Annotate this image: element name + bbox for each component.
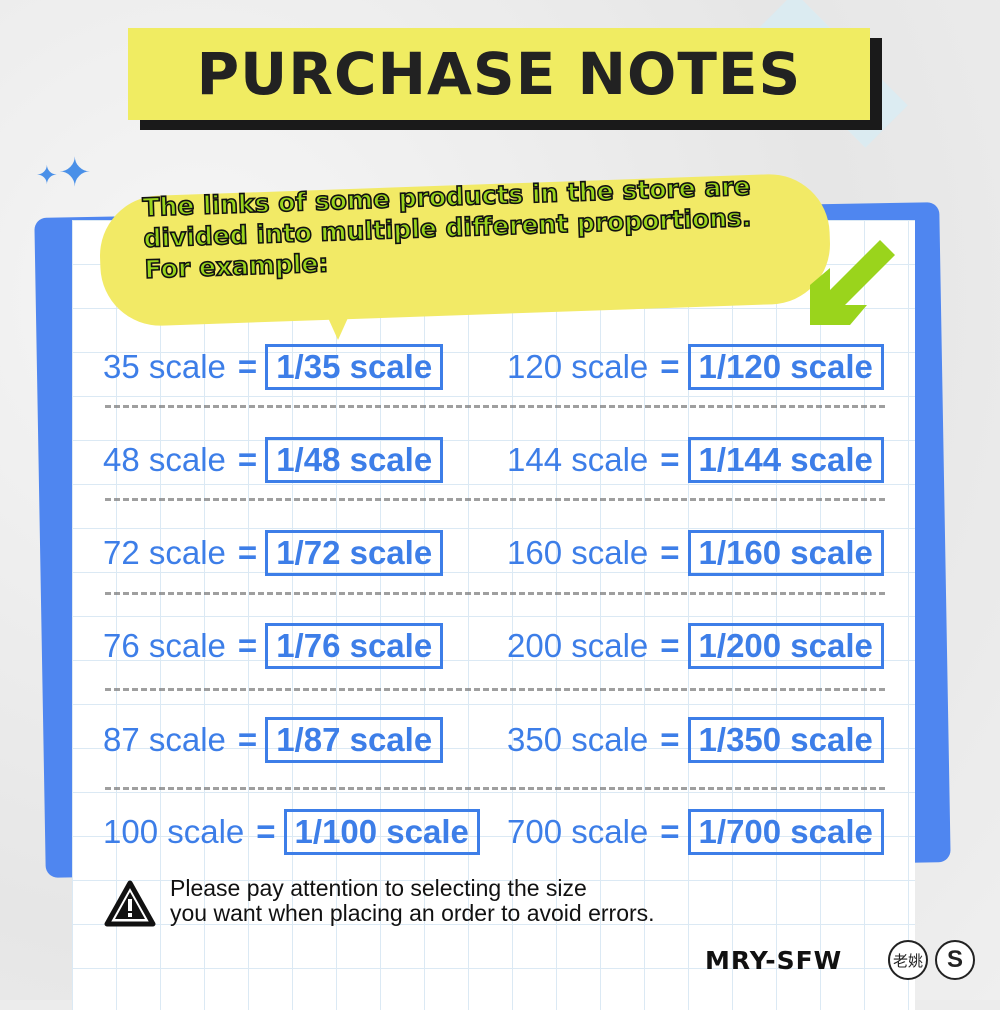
sparkle-icon: ✦ (58, 151, 92, 195)
page-title: PURCHASE NOTES (128, 28, 870, 120)
divider (105, 405, 885, 408)
scale-row-right: 350 scale = 1/350 scale (507, 717, 884, 763)
sparkle-icon: ✦ (36, 160, 58, 190)
scale-row-left: 76 scale = 1/76 scale (103, 623, 444, 669)
scale-row-right: 200 scale = 1/200 scale (507, 623, 884, 669)
scale-value-box: 1/144 scale (687, 437, 884, 483)
warning-text: Please pay attention to selecting the si… (170, 876, 655, 926)
s-logo: S (935, 940, 975, 980)
scale-row-left: 100 scale = 1/100 scale (103, 809, 480, 855)
speech-bubble-tail (320, 300, 356, 340)
scale-row-left: 72 scale = 1/72 scale (103, 530, 444, 576)
arrow-down-left-icon (810, 240, 895, 325)
scale-value-box: 1/100 scale (283, 809, 480, 855)
scale-row-right: 144 scale = 1/144 scale (507, 437, 884, 483)
equals-sign: = (237, 534, 258, 571)
scale-label: 76 scale (103, 627, 226, 664)
divider (105, 498, 885, 501)
divider (105, 688, 885, 691)
scale-label: 120 scale (507, 348, 649, 385)
scale-label: 35 scale (103, 348, 226, 385)
scale-value-box: 1/160 scale (687, 530, 884, 576)
scale-label: 160 scale (507, 534, 649, 571)
warning-line-2: you want when placing an order to avoid … (170, 900, 655, 926)
scale-value-box: 1/35 scale (265, 344, 444, 390)
equals-sign: = (237, 721, 258, 758)
equals-sign: = (237, 627, 258, 664)
scale-label: 87 scale (103, 721, 226, 758)
divider (105, 592, 885, 595)
equals-sign: = (660, 534, 680, 571)
scale-value-box: 1/72 scale (265, 530, 444, 576)
scale-label: 100 scale (103, 813, 245, 850)
scale-value-box: 1/700 scale (687, 809, 884, 855)
scale-row-right: 120 scale = 1/120 scale (507, 344, 884, 390)
scale-value-box: 1/200 scale (687, 623, 884, 669)
scale-label: 350 scale (507, 721, 649, 758)
seal-logo: 老姚 (888, 940, 928, 980)
equals-sign: = (660, 721, 680, 758)
equals-sign: = (660, 813, 680, 850)
scale-row-left: 35 scale = 1/35 scale (103, 344, 444, 390)
scale-value-box: 1/87 scale (265, 717, 444, 763)
scale-value-box: 1/120 scale (687, 344, 884, 390)
equals-sign: = (256, 813, 276, 850)
scale-value-box: 1/350 scale (687, 717, 884, 763)
warning-line-1: Please pay attention to selecting the si… (170, 875, 587, 901)
equals-sign: = (660, 627, 680, 664)
grid-paper (72, 220, 915, 1010)
scale-label: 72 scale (103, 534, 226, 571)
equals-sign: = (660, 441, 680, 478)
scale-label: 48 scale (103, 441, 226, 478)
equals-sign: = (237, 348, 258, 385)
brand-logo: MRY-SFW (705, 946, 843, 975)
divider (105, 787, 885, 790)
equals-sign: = (660, 348, 680, 385)
scale-value-box: 1/48 scale (265, 437, 444, 483)
scale-label: 200 scale (507, 627, 649, 664)
scale-row-right: 160 scale = 1/160 scale (507, 530, 884, 576)
scale-row-right: 700 scale = 1/700 scale (507, 809, 884, 855)
scale-label: 700 scale (507, 813, 649, 850)
scale-value-box: 1/76 scale (265, 623, 444, 669)
scale-row-left: 48 scale = 1/48 scale (103, 437, 444, 483)
scale-label: 144 scale (507, 441, 649, 478)
scale-row-left: 87 scale = 1/87 scale (103, 717, 444, 763)
warning-triangle-icon (104, 880, 156, 927)
equals-sign: = (237, 441, 258, 478)
